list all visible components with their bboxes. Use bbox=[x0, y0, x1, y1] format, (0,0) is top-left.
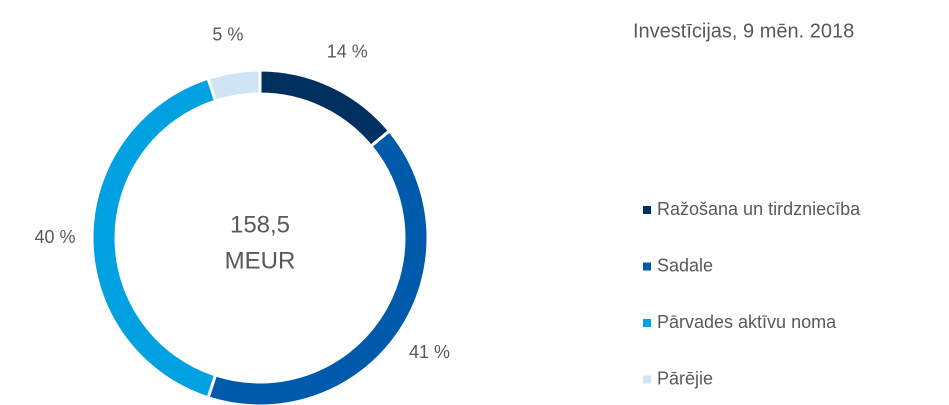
center-label: MEUR bbox=[225, 247, 296, 274]
center-label: 158,5 bbox=[230, 211, 290, 238]
donut-segment bbox=[258, 68, 392, 149]
legend-label: Sadale bbox=[657, 255, 713, 275]
legend-label: Pārvades aktīvu noma bbox=[657, 312, 837, 332]
donut-segment bbox=[90, 76, 218, 400]
legend-marker bbox=[643, 319, 651, 327]
legend-marker bbox=[643, 375, 651, 384]
data-label: 40 % bbox=[34, 227, 75, 247]
legend-label: Pārējie bbox=[657, 368, 713, 388]
data-label: 41 % bbox=[409, 342, 450, 362]
legend-marker bbox=[643, 206, 651, 214]
chart-title: Investīcijas, 9 mēn. 2018 bbox=[633, 20, 854, 42]
legend-label: Ražošana un tirdzniecība bbox=[657, 199, 861, 219]
data-label: 5 % bbox=[212, 24, 243, 44]
data-label: 14 % bbox=[327, 41, 368, 61]
donut-segment bbox=[206, 68, 262, 103]
legend-marker bbox=[643, 262, 651, 271]
